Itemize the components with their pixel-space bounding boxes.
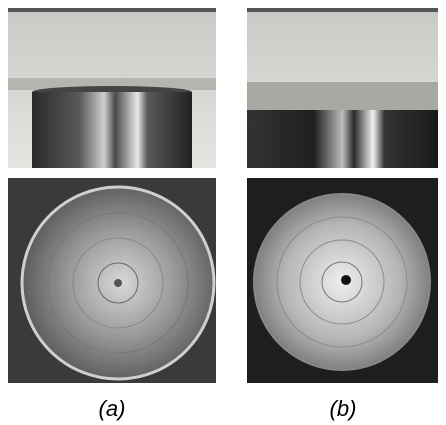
photo-b-side bbox=[247, 8, 438, 168]
photo-a-end bbox=[8, 178, 216, 383]
panel-label: (a) bbox=[99, 396, 126, 421]
panel-label: (b) bbox=[330, 396, 357, 421]
photo-b-end bbox=[247, 178, 438, 383]
photo-a-side bbox=[8, 8, 216, 168]
